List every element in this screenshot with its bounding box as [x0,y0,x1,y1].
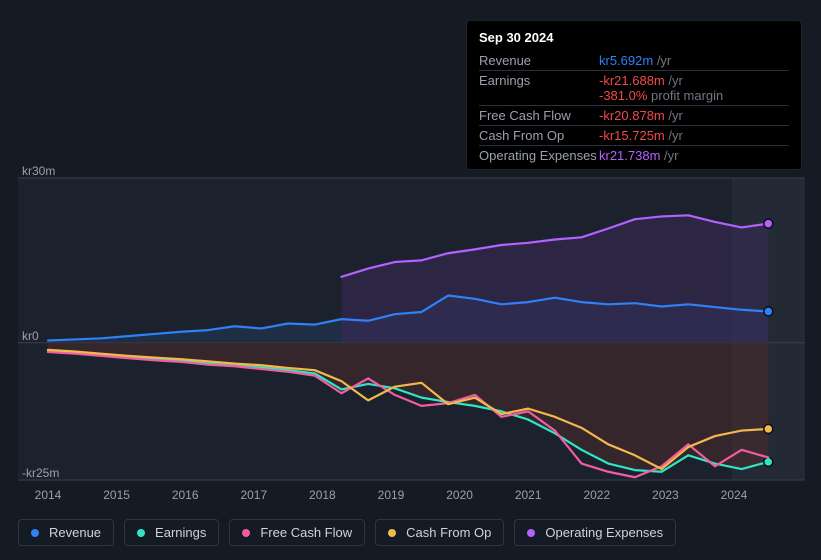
legend-item[interactable]: Cash From Op [375,519,504,546]
tooltip-row-value: -kr20.878m /yr [599,106,789,126]
tooltip-table: Revenuekr5.692m /yrEarnings-kr21.688m /y… [479,51,789,165]
tooltip-date: Sep 30 2024 [479,27,789,51]
legend-dot-icon [527,529,535,537]
y-axis-label: kr30m [22,164,55,178]
legend-item[interactable]: Operating Expenses [514,519,676,546]
tooltip-row-label: Free Cash Flow [479,106,599,126]
legend-item[interactable]: Free Cash Flow [229,519,365,546]
x-axis-label: 2022 [583,488,610,502]
legend-label: Free Cash Flow [260,525,352,540]
tooltip-row-label: Operating Expenses [479,146,599,166]
tooltip-row-value: -kr21.688m /yr-381.0% profit margin [599,71,789,106]
y-axis-label: kr0 [22,329,39,343]
legend-dot-icon [31,529,39,537]
tooltip-row-value: kr5.692m /yr [599,51,789,71]
tooltip: Sep 30 2024 Revenuekr5.692m /yrEarnings-… [466,20,802,170]
legend-label: Earnings [155,525,206,540]
legend-item[interactable]: Revenue [18,519,114,546]
tooltip-row-value: kr21.738m /yr [599,146,789,166]
tooltip-row-label: Cash From Op [479,126,599,146]
legend-label: Cash From Op [406,525,491,540]
tooltip-row-label: Earnings [479,71,599,106]
x-axis-label: 2020 [446,488,473,502]
x-axis-label: 2017 [240,488,267,502]
x-axis-label: 2015 [103,488,130,502]
x-axis-label: 2018 [309,488,336,502]
legend-dot-icon [242,529,250,537]
y-axis-label: -kr25m [22,466,59,480]
x-axis-label: 2014 [35,488,62,502]
x-axis-label: 2019 [378,488,405,502]
legend-dot-icon [388,529,396,537]
legend-label: Revenue [49,525,101,540]
x-axis-label: 2016 [172,488,199,502]
x-axis-label: 2021 [515,488,542,502]
legend-dot-icon [137,529,145,537]
legend-label: Operating Expenses [545,525,663,540]
legend: Revenue Earnings Free Cash Flow Cash From O… [18,519,676,546]
x-axis-label: 2023 [652,488,679,502]
tooltip-row-label: Revenue [479,51,599,71]
legend-item[interactable]: Earnings [124,519,219,546]
x-axis-label: 2024 [721,488,748,502]
tooltip-row-value: -kr15.725m /yr [599,126,789,146]
